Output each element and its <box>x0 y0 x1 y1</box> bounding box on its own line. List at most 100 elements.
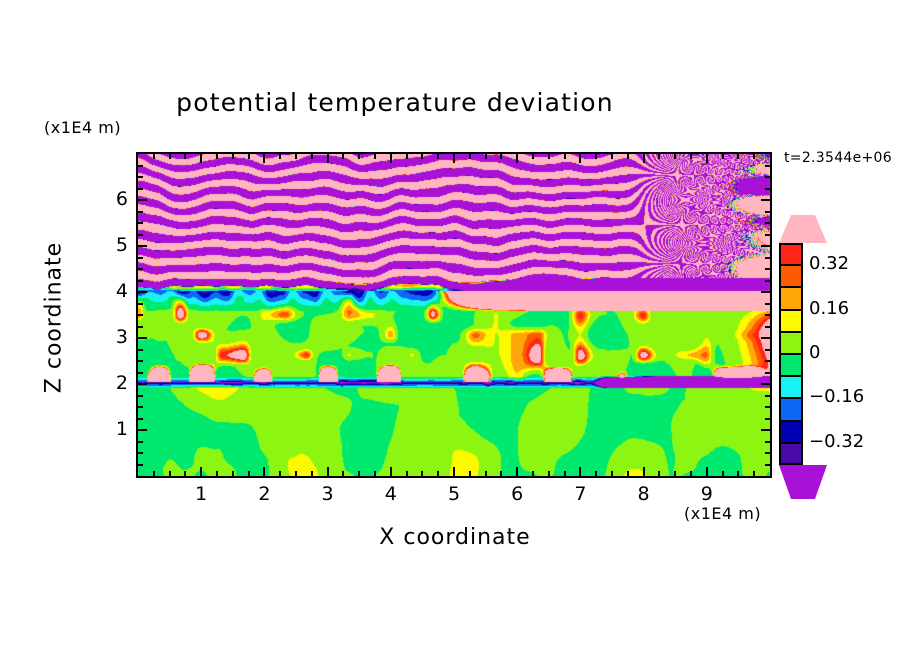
x-tick-label: 1 <box>195 483 208 505</box>
x-tick <box>216 471 218 476</box>
y-tick-right <box>765 441 770 443</box>
colorbar-edge <box>779 463 803 465</box>
x-tick <box>295 471 297 476</box>
y-tick-right <box>765 257 770 259</box>
time-annotation: t=2.3544e+06 <box>784 150 892 166</box>
x-tick <box>437 471 439 476</box>
x-tick <box>722 471 724 476</box>
x-tick <box>327 467 329 476</box>
x-tick-top <box>595 154 597 159</box>
x-axis-unit-label: (x1E4 m) <box>684 504 762 523</box>
x-tick <box>342 471 344 476</box>
x-tick <box>184 471 186 476</box>
y-tick-right <box>765 464 770 466</box>
x-tick-top <box>406 154 408 159</box>
y-tick <box>138 291 147 293</box>
y-tick-right <box>765 360 770 362</box>
colorbar-tick-label: 0.16 <box>809 297 850 319</box>
x-tick <box>548 471 550 476</box>
x-tick-label: 2 <box>258 483 271 505</box>
y-tick <box>138 349 143 351</box>
y-tick-right <box>765 372 770 374</box>
y-tick <box>138 234 143 236</box>
y-tick-right <box>765 303 770 305</box>
colorbar-band-separator <box>779 397 803 400</box>
y-tick <box>138 222 143 224</box>
colorbar-band <box>779 309 803 332</box>
x-tick-top <box>437 154 439 159</box>
y-tick-right <box>765 395 770 397</box>
y-tick <box>138 452 143 454</box>
y-tick-label: 5 <box>115 234 128 256</box>
x-tick-top <box>248 154 250 159</box>
y-tick-right <box>765 188 770 190</box>
x-tick <box>706 467 708 476</box>
x-tick-top <box>627 154 629 159</box>
x-tick-top <box>516 154 518 163</box>
y-tick-right <box>765 349 770 351</box>
colorbar-band <box>779 398 803 421</box>
y-tick-right <box>765 234 770 236</box>
colorbar-band-separator <box>779 441 803 444</box>
x-tick <box>532 471 534 476</box>
page-title: potential temperature deviation <box>176 88 614 117</box>
contour-field <box>138 154 770 476</box>
x-tick-top <box>548 154 550 159</box>
y-tick <box>138 303 143 305</box>
y-tick-label: 1 <box>115 418 128 440</box>
y-tick-label: 3 <box>115 326 128 348</box>
x-tick <box>200 467 202 476</box>
x-tick-top <box>327 154 329 163</box>
x-tick <box>690 471 692 476</box>
x-tick <box>516 467 518 476</box>
y-tick <box>138 280 143 282</box>
y-tick-right <box>765 211 770 213</box>
x-tick <box>232 471 234 476</box>
x-tick-label: 4 <box>384 483 397 505</box>
colorbar-band <box>779 420 803 443</box>
y-tick-label: 4 <box>115 280 128 302</box>
y-tick-right <box>761 245 770 247</box>
y-tick-right <box>765 418 770 420</box>
x-tick <box>737 471 739 476</box>
x-tick-label: 3 <box>321 483 334 505</box>
y-tick <box>138 268 143 270</box>
y-tick-right <box>765 280 770 282</box>
x-tick-top <box>263 154 265 163</box>
x-tick-top <box>485 154 487 159</box>
colorbar-tick-label: −0.32 <box>809 430 865 452</box>
x-tick-top <box>295 154 297 159</box>
x-tick <box>374 471 376 476</box>
x-tick-top <box>643 154 645 163</box>
x-tick-top <box>722 154 724 159</box>
y-tick-right <box>765 452 770 454</box>
x-tick <box>169 471 171 476</box>
x-tick-top <box>279 154 281 159</box>
y-tick-right <box>765 268 770 270</box>
colorbar-band <box>779 287 803 310</box>
x-tick <box>406 471 408 476</box>
colorbar-band-separator <box>779 330 803 333</box>
y-tick <box>138 418 143 420</box>
x-tick-top <box>216 154 218 159</box>
colorbar-band <box>779 442 803 465</box>
y-tick <box>138 429 147 431</box>
y-axis-title: Z coordinate <box>41 241 67 394</box>
y-tick <box>138 337 147 339</box>
y-tick <box>138 464 143 466</box>
y-tick-right <box>765 326 770 328</box>
x-tick <box>643 467 645 476</box>
y-tick <box>138 314 143 316</box>
x-tick-top <box>421 154 423 159</box>
y-tick <box>138 326 143 328</box>
x-tick-label: 9 <box>700 483 713 505</box>
x-tick-top <box>611 154 613 159</box>
y-tick <box>138 360 143 362</box>
y-tick-label: 6 <box>115 188 128 210</box>
x-tick-top <box>390 154 392 163</box>
x-tick <box>500 471 502 476</box>
x-tick <box>485 471 487 476</box>
y-tick <box>138 383 147 385</box>
x-tick <box>390 467 392 476</box>
x-tick <box>564 471 566 476</box>
